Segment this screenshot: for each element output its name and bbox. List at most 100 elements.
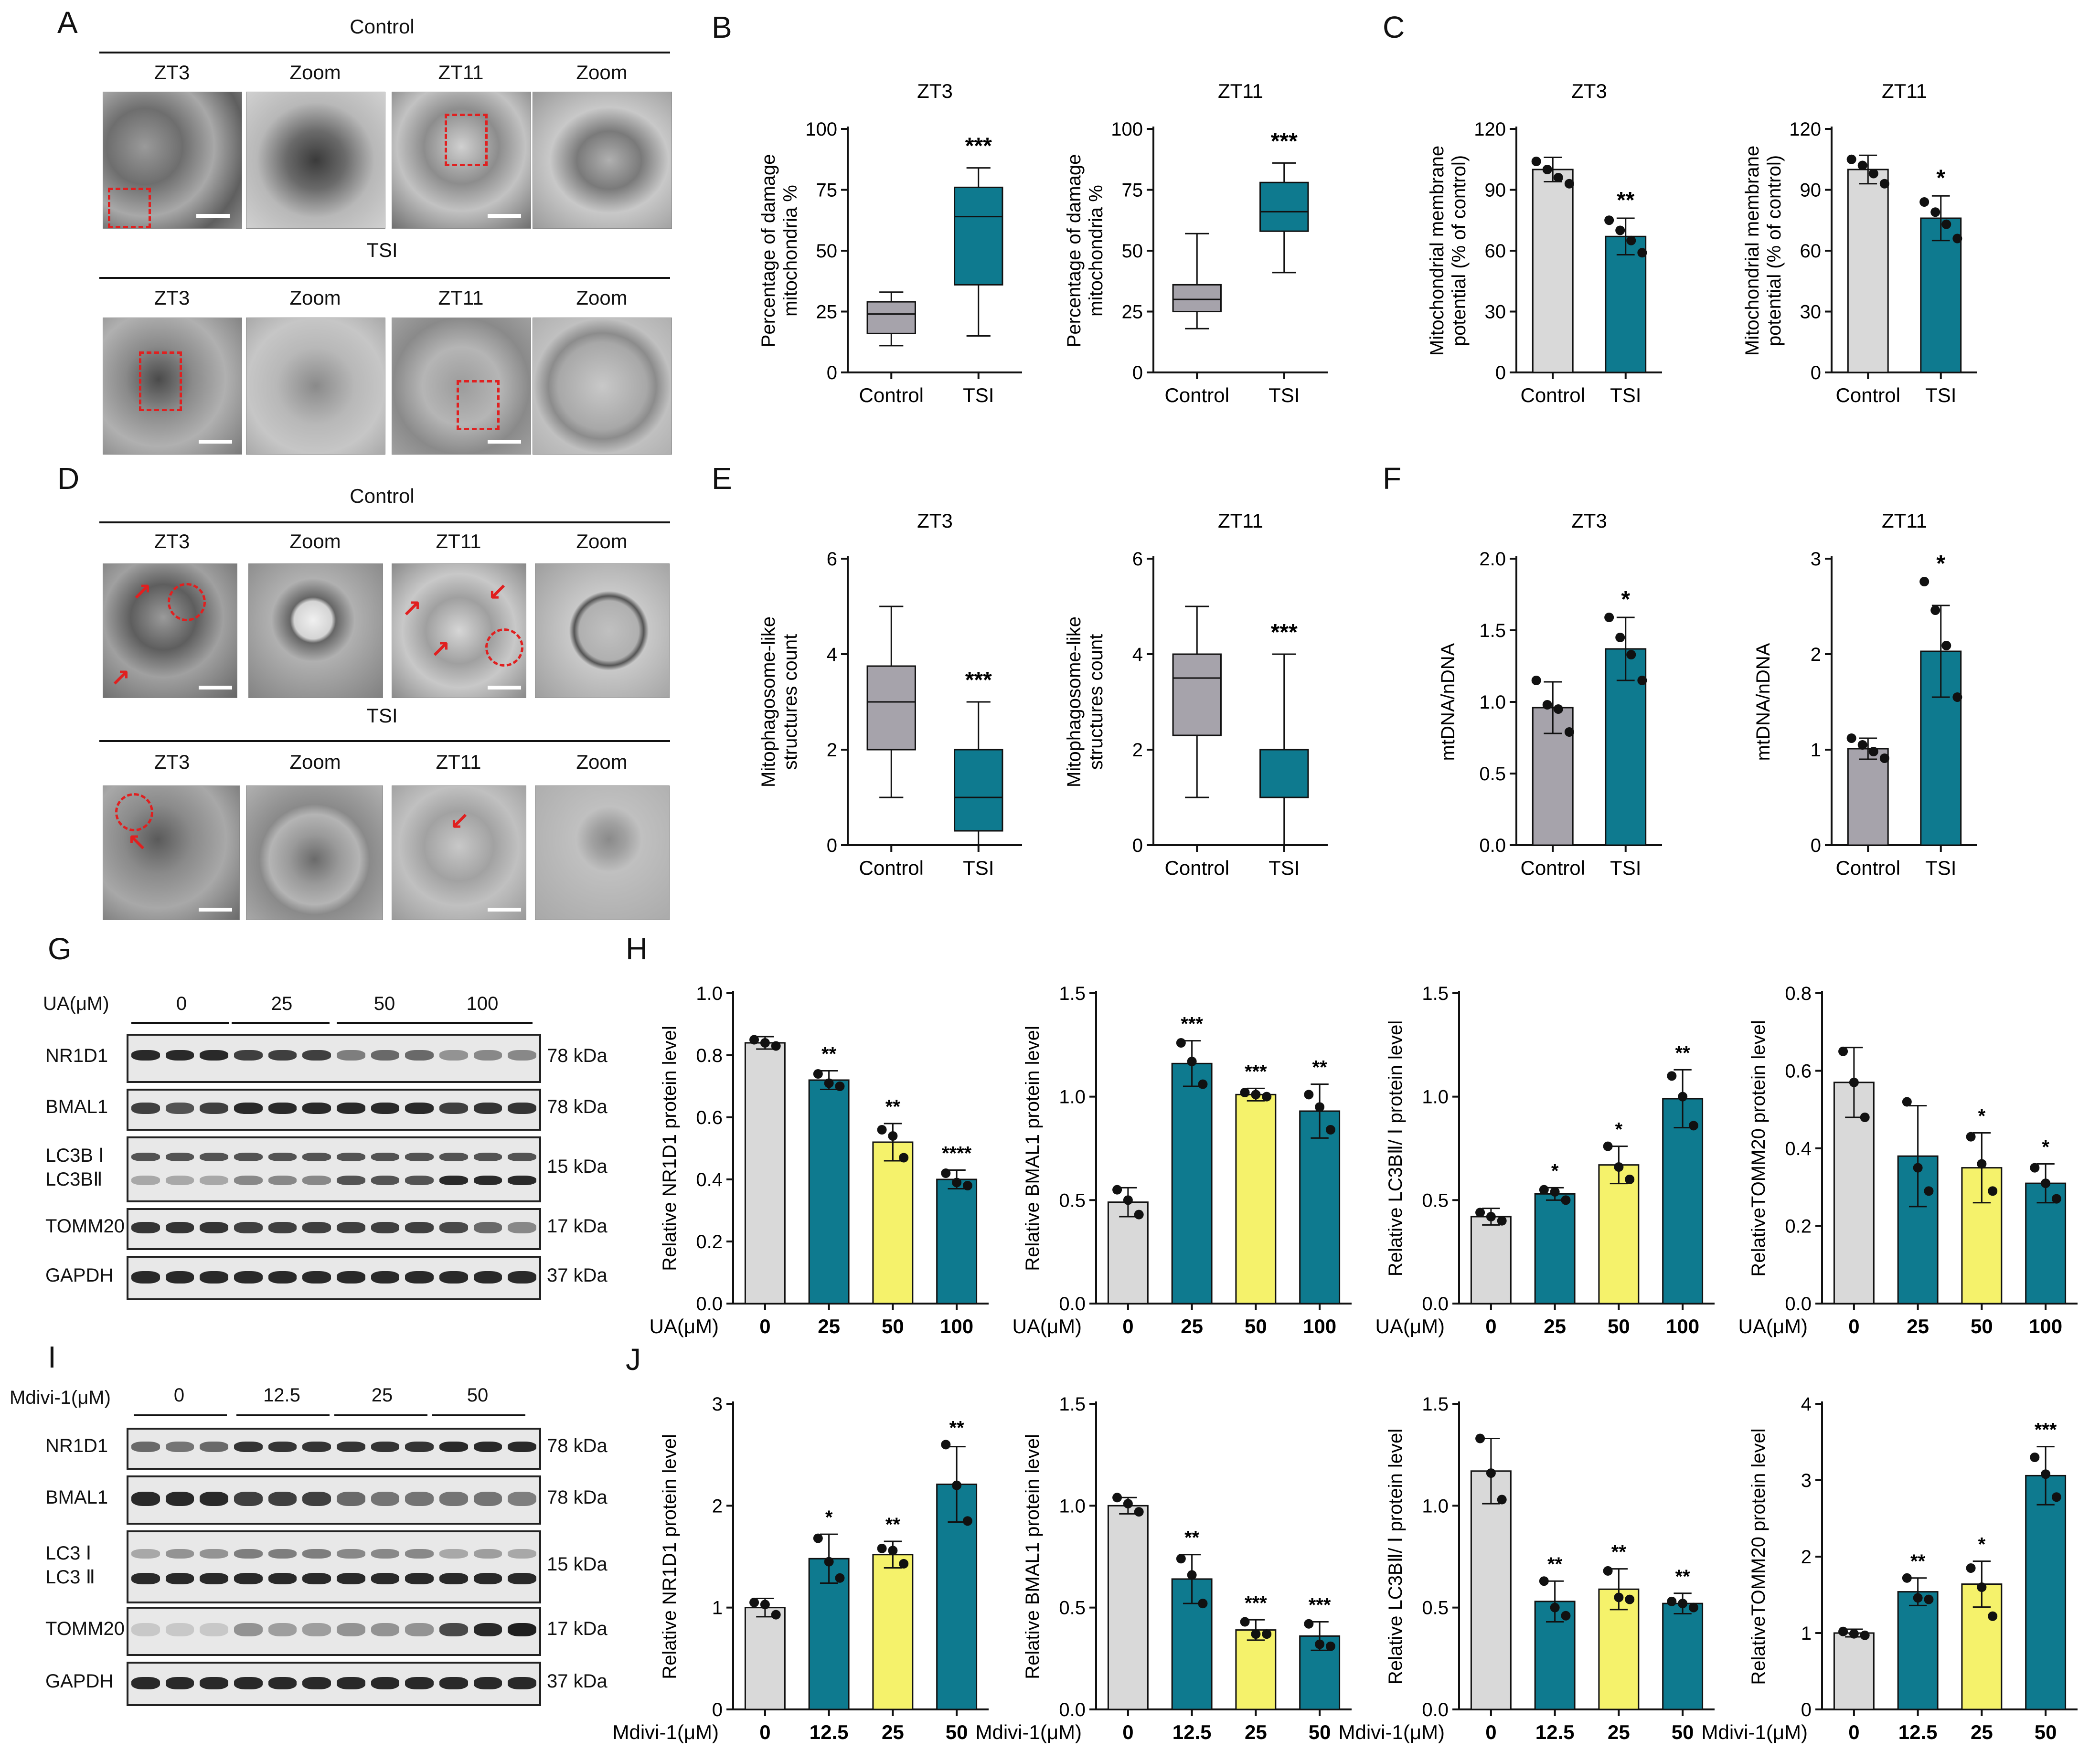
data-point — [1626, 235, 1636, 245]
data-point — [1325, 1641, 1335, 1651]
bar — [872, 1141, 914, 1305]
blot-band — [302, 1677, 331, 1689]
y-tick-label: 25 — [1122, 302, 1143, 323]
data-point — [749, 1598, 759, 1607]
blot-band — [165, 1222, 194, 1233]
panel-i-group-25: 25 — [371, 1385, 393, 1406]
blot-band — [508, 1623, 536, 1636]
panel-d-tsi-col-zt11: ZT11 — [436, 751, 481, 773]
significance-label: * — [1615, 1119, 1623, 1140]
y-tick-label: 75 — [1122, 180, 1143, 201]
blot-band — [508, 1222, 536, 1233]
panel-g-group-line — [337, 1022, 435, 1024]
significance-label: *** — [1271, 620, 1298, 645]
y-tick-label: 0.8 — [696, 1045, 723, 1066]
y-tick-label: 0.6 — [1785, 1061, 1812, 1082]
data-point — [1941, 219, 1951, 229]
blot-band — [405, 1222, 434, 1233]
blot-band — [405, 1050, 434, 1061]
blot-band — [405, 1677, 434, 1689]
data-point — [1497, 1216, 1507, 1226]
bar — [1470, 1216, 1512, 1305]
blot-band — [439, 1677, 468, 1689]
y-axis-label: Relative LC3BⅡ/ Ⅰ protein level — [1385, 1429, 1406, 1685]
significance-label: * — [1978, 1534, 1986, 1555]
panel-d-tsi-col-zt3: ZT3 — [154, 751, 190, 773]
data-point — [1603, 1566, 1613, 1576]
chart-e1-zt3: ZT3 0 2 4 6 Mitophagosome-like structures coun… — [758, 509, 1022, 879]
x-tick-label: 25 — [1544, 1315, 1566, 1337]
panel-d-col-zoom1: Zoom — [289, 530, 341, 552]
x-axis-label: Mdivi-1(μM) — [612, 1721, 719, 1743]
data-point — [899, 1153, 909, 1163]
blot-band — [473, 1222, 502, 1233]
blot-band — [131, 1549, 160, 1559]
blot-band — [371, 1492, 400, 1506]
data-point — [1550, 1187, 1560, 1197]
panel-label-d: D — [57, 461, 80, 496]
y-tick-label: 0.5 — [1422, 1190, 1449, 1211]
data-point — [1615, 225, 1625, 235]
y-tick-label: 2 — [1801, 1547, 1812, 1568]
blot-band — [234, 1549, 263, 1559]
y-tick-label: 0 — [827, 835, 837, 856]
panel-a-control-title: Control — [350, 15, 415, 38]
panel-i-group-line — [236, 1414, 330, 1416]
y-tick-label: 1.0 — [1422, 1496, 1449, 1517]
significance-label: *** — [1245, 1592, 1267, 1613]
y-tick-label: 0.5 — [1479, 764, 1506, 785]
y-tick-label: 0.0 — [1422, 1294, 1449, 1315]
data-point — [1868, 169, 1878, 179]
panel-a-tsi-col-zoom2: Zoom — [576, 286, 628, 309]
data-point — [1667, 1596, 1677, 1606]
bar — [744, 1607, 786, 1710]
blot-band — [337, 1492, 365, 1506]
em-image-a-control-zoom2 — [533, 92, 672, 229]
panel-i-group-50: 50 — [467, 1385, 489, 1406]
y-tick-label: 1.0 — [696, 983, 723, 1004]
y-tick-label: 4 — [1801, 1394, 1812, 1415]
y-tick-label: 1 — [1811, 740, 1821, 761]
panel-a-col-zoom1: Zoom — [289, 61, 341, 84]
bar — [1171, 1062, 1213, 1305]
box — [1172, 284, 1222, 312]
blot-band — [165, 1271, 194, 1284]
blot-band — [371, 1573, 400, 1584]
roi-box — [139, 351, 182, 411]
blot-band — [234, 1271, 263, 1284]
blot-band — [234, 1176, 263, 1185]
y-tick-label: 0.5 — [1422, 1598, 1449, 1619]
y-tick-label: 1.5 — [1059, 983, 1086, 1004]
data-point — [1553, 704, 1563, 714]
panel-d-tsi-col-zoom2: Zoom — [576, 751, 628, 773]
panel-i-treatment-label: Mdivi-1(μM) — [10, 1387, 111, 1408]
data-point — [1542, 700, 1552, 710]
blot-band — [371, 1222, 400, 1233]
blot-kda-label: 37 kDa — [547, 1264, 608, 1286]
bar — [1470, 1470, 1512, 1710]
data-point — [1977, 1582, 1987, 1592]
blot-band — [337, 1677, 365, 1689]
blot-band — [200, 1103, 228, 1114]
blot-band — [405, 1271, 434, 1284]
x-tick-label: Control — [1521, 857, 1585, 879]
x-tick-label: 50 — [882, 1315, 904, 1337]
blot-band — [234, 1103, 263, 1114]
data-point — [1539, 1185, 1549, 1195]
em-image-a-control-zt3 — [103, 92, 242, 229]
blot-band — [268, 1492, 297, 1506]
data-point — [1531, 676, 1541, 685]
blot-band — [302, 1050, 331, 1061]
blot-row-label: LC3 Ⅰ — [45, 1542, 92, 1564]
blot-kda-label: 78 kDa — [547, 1486, 608, 1508]
blot-band — [131, 1492, 160, 1506]
blot-band — [302, 1271, 331, 1284]
significance-label: *** — [965, 134, 992, 159]
blot-row-label: TOMM20 — [45, 1618, 125, 1639]
significance-label: ** — [949, 1417, 965, 1438]
roi-box — [457, 380, 500, 430]
data-point — [2041, 1178, 2051, 1188]
y-tick-label: 0 — [1132, 362, 1143, 383]
panel-i-group-12.5: 12.5 — [263, 1385, 300, 1406]
x-tick-label: TSI — [1610, 857, 1641, 879]
